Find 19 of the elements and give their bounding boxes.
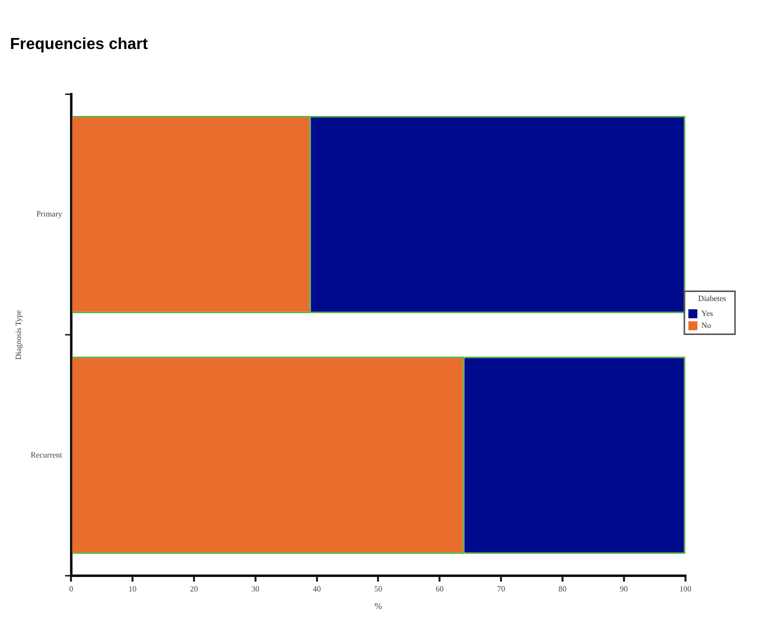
x-tick-label: 20 [190,584,198,594]
x-tick-label: 30 [251,584,260,594]
legend-label: No [701,320,712,330]
x-tick-label: 60 [436,584,444,594]
x-tick-label: 10 [128,584,137,594]
x-tick-label: 70 [497,584,506,594]
legend-title: Diabetes [698,294,726,303]
legend-label: Yes [701,308,713,318]
x-tick-label: 80 [558,584,567,594]
y-axis-title: Diagnosis Type [14,310,23,360]
y-tick-label: Primary [36,210,62,219]
x-tick-label: 100 [679,584,692,594]
x-tick-label: 50 [374,584,382,594]
chart-title: Frequencies chart [10,36,148,54]
x-tick-label: 40 [312,584,321,594]
x-tick-label: 0 [69,584,74,594]
x-tick-label: 90 [620,584,628,594]
y-tick-label: Recurrent [30,450,63,460]
x-axis-title: % [374,600,382,611]
